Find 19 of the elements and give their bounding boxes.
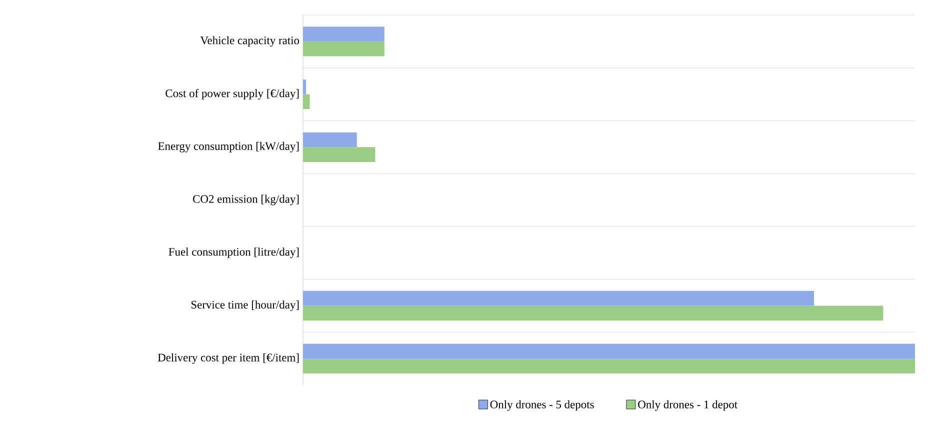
y-tick-label: Delivery cost per item [€/item] — [158, 353, 299, 364]
bar — [303, 79, 306, 94]
bar — [303, 290, 814, 306]
bar — [303, 358, 916, 374]
y-tick-label: Vehicle capacity ratio — [200, 36, 300, 47]
legend-label: Only drones - 5 depots — [490, 400, 594, 411]
legend-label: Only drones - 1 depot — [638, 400, 738, 411]
bar — [303, 147, 376, 162]
y-tick-label: Cost of power supply [€/day] — [166, 89, 299, 100]
bar — [303, 306, 884, 321]
bar — [303, 41, 384, 56]
y-tick-label: Energy consumption [kW/day] — [158, 142, 299, 152]
bar — [303, 344, 916, 359]
bar — [303, 94, 310, 110]
y-tick-label: CO2 emission [kg/day] — [193, 194, 299, 206]
bar — [303, 26, 384, 42]
y-tick-label: Service time [hour/day] — [191, 300, 299, 311]
bar — [303, 132, 357, 148]
y-tick-label: Fuel consumption [litre/day] — [168, 248, 299, 258]
